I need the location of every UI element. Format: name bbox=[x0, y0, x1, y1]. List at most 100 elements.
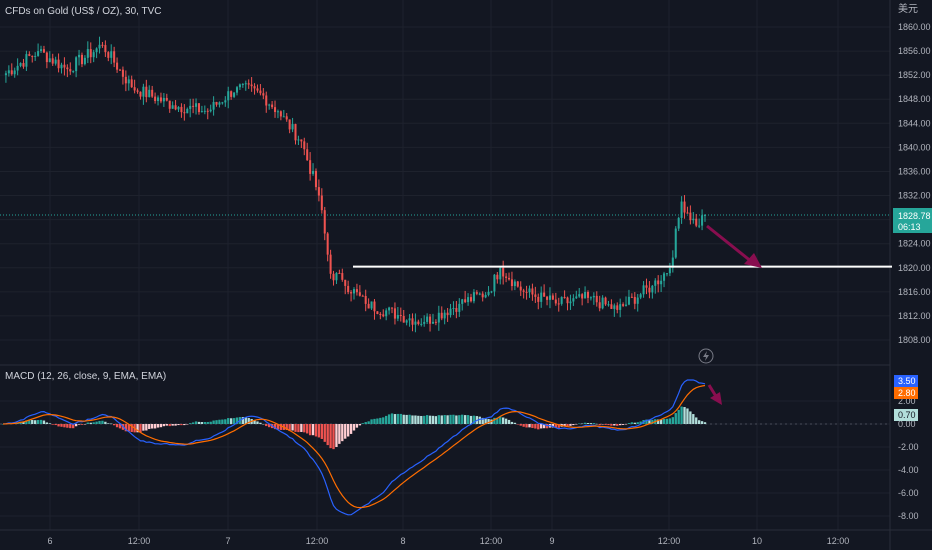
histogram-bar bbox=[697, 420, 701, 424]
down-arrow-price[interactable] bbox=[706, 224, 762, 268]
candle-body bbox=[113, 51, 116, 63]
candle-body bbox=[98, 44, 101, 49]
histogram-bar bbox=[165, 424, 168, 426]
down-arrow-macd[interactable] bbox=[707, 384, 722, 405]
histogram-bar bbox=[320, 424, 323, 439]
price-axis[interactable]: 1860.00 1856.00 1852.00 1848.00 1844.00 1840.… bbox=[898, 22, 931, 345]
candle-body bbox=[613, 305, 616, 309]
candle-body bbox=[379, 314, 382, 316]
lightning-icon[interactable] bbox=[698, 348, 714, 364]
candle-body bbox=[285, 116, 288, 120]
histogram-bar bbox=[206, 421, 209, 424]
histogram-bar bbox=[104, 421, 107, 424]
histogram-bar bbox=[417, 415, 420, 424]
histogram-bar bbox=[504, 418, 508, 424]
histogram-bar bbox=[431, 415, 435, 424]
candle-body bbox=[595, 295, 598, 303]
histogram-bar bbox=[145, 424, 148, 431]
candle-body bbox=[195, 103, 198, 107]
candle-body bbox=[136, 90, 139, 92]
macd-tick-label: -6.00 bbox=[898, 488, 919, 498]
signal-line[interactable] bbox=[2, 384, 706, 509]
histogram-bar bbox=[472, 415, 476, 424]
histogram-bar bbox=[367, 421, 370, 424]
candle-body bbox=[48, 58, 51, 63]
candle-body bbox=[531, 288, 534, 295]
histogram-bar bbox=[659, 419, 663, 424]
histogram-bar bbox=[54, 424, 57, 426]
histogram-bar bbox=[66, 424, 69, 428]
histogram-bar bbox=[241, 417, 245, 424]
candle-body bbox=[75, 57, 78, 72]
candle-body bbox=[429, 316, 432, 324]
histogram-bar bbox=[373, 418, 376, 424]
candle-body bbox=[469, 297, 473, 302]
histogram-bar bbox=[314, 424, 318, 437]
candle-body bbox=[86, 49, 89, 58]
histogram-bar bbox=[311, 424, 315, 436]
candle-body bbox=[124, 76, 127, 84]
candle-body bbox=[139, 91, 142, 97]
candle-body bbox=[668, 267, 671, 274]
candle-body bbox=[256, 88, 259, 91]
histogram-bar bbox=[57, 424, 60, 427]
price-tick-label: 1852.00 bbox=[898, 70, 931, 80]
candle-body bbox=[408, 318, 411, 321]
histogram-bar bbox=[153, 424, 157, 429]
histogram-bar bbox=[338, 424, 341, 444]
histogram-bar bbox=[42, 420, 46, 424]
histogram-bar bbox=[683, 407, 686, 424]
histogram-bar bbox=[77, 424, 81, 425]
candle-body bbox=[437, 312, 440, 323]
svg-text:3.50: 3.50 bbox=[898, 376, 916, 386]
histogram-bar bbox=[502, 417, 505, 424]
candle-body bbox=[361, 295, 364, 297]
candle-body bbox=[493, 274, 496, 292]
candle-body bbox=[16, 65, 19, 71]
candle-body bbox=[303, 141, 306, 150]
candle-body bbox=[364, 295, 367, 304]
histogram-bar bbox=[259, 422, 262, 424]
histogram-bar bbox=[443, 415, 446, 424]
histogram-bar bbox=[396, 413, 400, 424]
histogram-bar bbox=[645, 419, 648, 424]
time-tick-label: 12:00 bbox=[128, 536, 151, 546]
candle-body bbox=[130, 79, 133, 88]
candle-body bbox=[399, 314, 402, 316]
histogram-bar bbox=[402, 414, 405, 424]
time-axis[interactable]: 6 12:00 7 12:00 8 12:00 9 12:00 10 12:00 bbox=[47, 536, 849, 546]
candle-body bbox=[402, 315, 405, 323]
price-tick-label: 1820.00 bbox=[898, 263, 931, 273]
candlestick-series[interactable] bbox=[4, 36, 707, 333]
macd-line[interactable] bbox=[2, 379, 706, 516]
candle-body bbox=[317, 187, 320, 196]
macd-value-badge: 3.50 bbox=[894, 375, 918, 387]
histogram-bar bbox=[458, 415, 461, 424]
histogram-bar bbox=[469, 415, 473, 424]
time-tick-label: 12:00 bbox=[658, 536, 681, 546]
candle-body bbox=[467, 297, 470, 303]
candle-body bbox=[78, 54, 81, 58]
macd-axis[interactable]: 2.00 0.00 -2.00 -4.00 -6.00 -8.00 bbox=[898, 396, 919, 521]
histogram-bar bbox=[159, 424, 163, 428]
candle-body bbox=[645, 285, 648, 288]
histogram-bar bbox=[478, 416, 481, 424]
histogram-bar bbox=[589, 423, 593, 424]
candle-body bbox=[157, 97, 160, 102]
candle-body bbox=[320, 195, 323, 211]
candle-body bbox=[294, 124, 297, 141]
candle-body bbox=[197, 103, 200, 113]
candle-body bbox=[508, 277, 511, 280]
histogram-bar bbox=[595, 423, 598, 425]
symbol-title[interactable]: CFDs on Gold (US$ / OZ), 30, TVC bbox=[5, 6, 162, 17]
candle-body bbox=[25, 54, 28, 67]
histogram-bar bbox=[633, 422, 636, 424]
candle-body bbox=[247, 83, 250, 85]
candle-body bbox=[443, 312, 446, 319]
candle-body bbox=[484, 294, 487, 298]
histogram-bar bbox=[493, 417, 496, 424]
macd-title[interactable]: MACD (12, 26, close, 9, EMA, EMA) bbox=[5, 371, 166, 382]
histogram-bar bbox=[616, 424, 619, 426]
candle-body bbox=[69, 69, 72, 72]
